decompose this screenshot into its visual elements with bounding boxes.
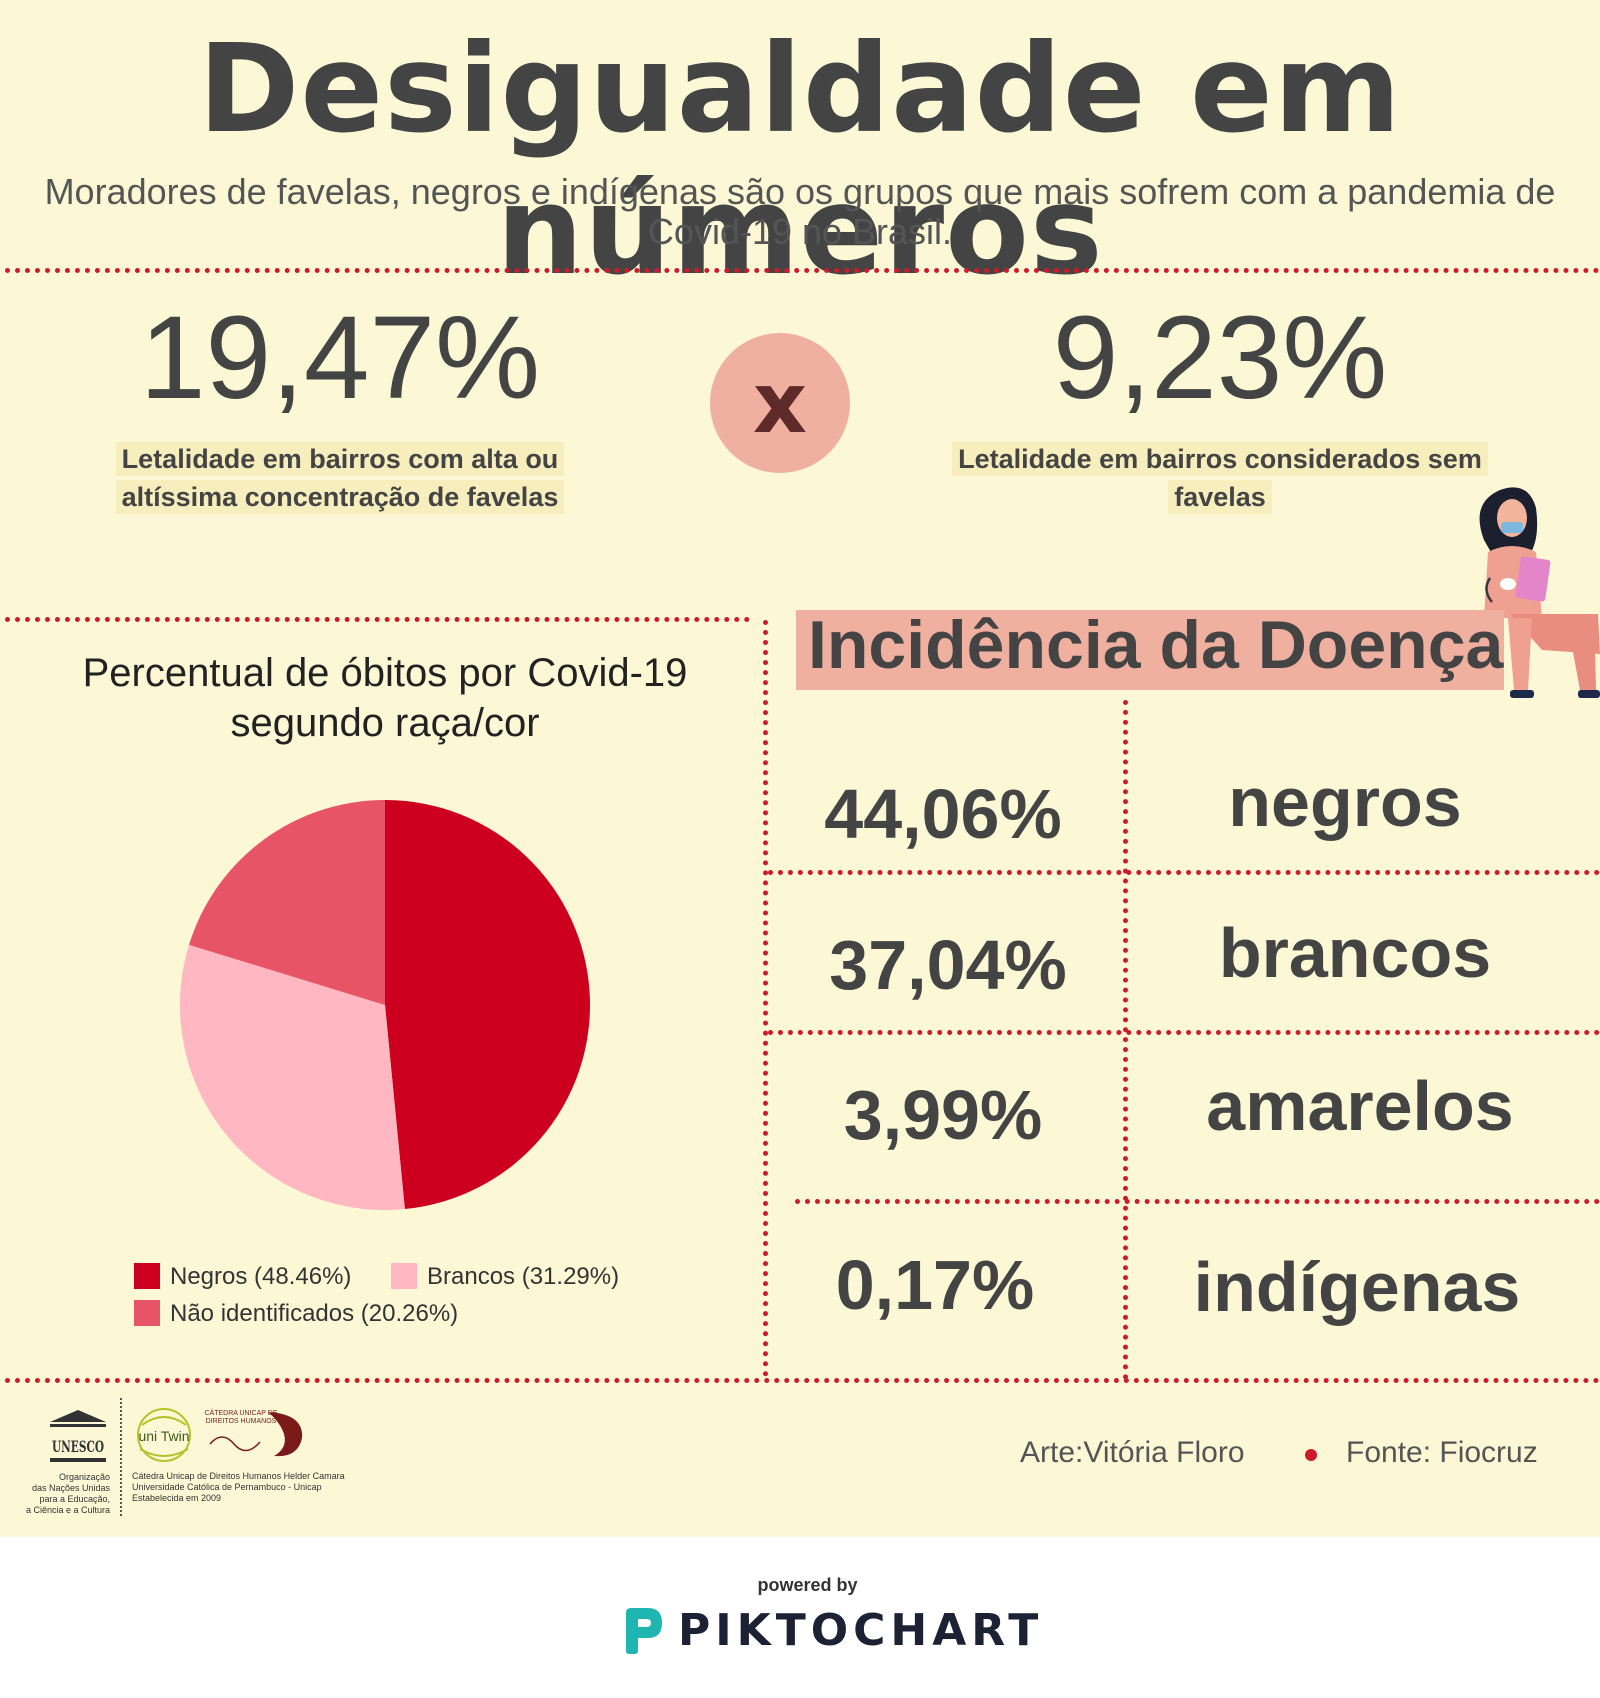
unesco-wordmark: UNESCO [52, 1437, 104, 1456]
infographic-canvas: Desigualdade em números Moradores de fav… [0, 0, 1600, 1537]
unitwin-text: Cátedra Unicap de Direitos Humanos Helde… [132, 1471, 362, 1504]
pie-slice-1 [180, 944, 405, 1210]
pie-chart-title: Percentual de óbitos por Covid-19 segund… [82, 651, 688, 745]
legend-item-brancos: Brancos (31.29%) [391, 1263, 619, 1291]
helder-camara-logo [209, 1412, 303, 1457]
unitwin-text-line2: Universidade Católica de Pernambuco - Un… [132, 1482, 322, 1492]
piktochart-logo-icon [626, 1608, 662, 1654]
catedra-small-line2: DIREITOS HUMANOS [205, 1418, 277, 1425]
divider-footer [5, 1378, 1600, 1383]
legend-swatch-negros [134, 1263, 160, 1289]
incidence-column-divider [1123, 700, 1128, 1380]
legend-label-nao-identificados: Não identificados (20.26%) [170, 1300, 459, 1327]
incidence-title: Incidência da Doença [808, 607, 1504, 683]
incidence-banner [796, 610, 1504, 690]
incidence-row-divider-1 [768, 870, 1600, 875]
legend-item-negros: Negros (48.46%) [134, 1263, 351, 1291]
art-credit: Arte:Vitória Floro [1020, 1436, 1245, 1469]
divider-chart-top [5, 617, 750, 622]
legend-swatch-nao-identificados [134, 1300, 160, 1326]
divider-chart-right [763, 620, 768, 1377]
right-label-line1: Letalidade em bairros considerados sem [952, 442, 1488, 476]
piktochart-wordmark[interactable]: PIKTOCHART [678, 1605, 1044, 1656]
unesco-text: Organização das Nações Unidas para a Edu… [20, 1472, 110, 1516]
legend-swatch-brancos [391, 1263, 417, 1289]
page-title: Desigualdade em números [198, 18, 1402, 302]
left-label-line1: Letalidade em bairros com alta ou [115, 442, 565, 476]
unesco-text-line4: a Ciência e a Cultura [25, 1505, 110, 1515]
legend-label-brancos: Brancos (31.29%) [427, 1263, 620, 1290]
unitwin-text-line1: Cátedra Unicap de Direitos Humanos Helde… [132, 1471, 345, 1481]
page-subtitle: Moradores de favelas, negros e indígenas… [44, 171, 1556, 252]
left-lethality-value: 19,47% [139, 292, 541, 424]
incidence-percent-negros: 44,06% [824, 775, 1062, 853]
versus-badge: x [710, 333, 850, 473]
legend-item-nao-identificados: Não identificados (20.26%) [134, 1300, 458, 1328]
pie-chart [180, 800, 591, 1210]
incidence-percent-amarelos: 3,99% [843, 1076, 1043, 1154]
incidence-group-negros: negros [1228, 763, 1462, 841]
credit-separator-dot [1305, 1449, 1317, 1461]
right-label-line2: favelas [1168, 480, 1272, 514]
unesco-text-line3: para a Educação, [39, 1494, 110, 1504]
incidence-percent-indigenas: 0,17% [835, 1246, 1035, 1324]
divider-top [5, 268, 1600, 273]
pie-slice-0 [385, 800, 591, 1210]
unitwin-text-line3: Estabelecida em 2009 [132, 1493, 222, 1503]
right-lethality-label: Letalidade em bairros considerados sem f… [920, 440, 1520, 516]
incidence-group-amarelos: amarelos [1206, 1067, 1514, 1145]
unesco-text-line1: Organização [58, 1472, 110, 1482]
nurse-illustration [1479, 487, 1600, 698]
incidence-group-brancos: brancos [1218, 914, 1492, 992]
catedra-small-line1: CÁTEDRA UNICAP DE [204, 1410, 278, 1417]
powered-by-label: powered by [757, 1575, 858, 1595]
incidence-row-divider-3 [795, 1199, 1600, 1204]
legend-label-negros: Negros (48.46%) [170, 1263, 352, 1290]
catedra-small-text: CÁTEDRA UNICAP DE DIREITOS HUMANOS [204, 1410, 278, 1426]
unesco-logo: UNESCO [50, 1410, 106, 1462]
incidence-percent-brancos: 37,04% [829, 926, 1067, 1004]
incidence-group-indigenas: indígenas [1193, 1248, 1521, 1326]
unesco-text-line2: das Nações Unidas [31, 1483, 110, 1493]
incidence-row-divider-2 [768, 1030, 1600, 1035]
source-credit: Fonte: Fiocruz [1346, 1436, 1538, 1469]
pie-slice-2 [189, 800, 385, 1005]
unitwin-logo: uni Twin [137, 1408, 191, 1462]
left-lethality-label: Letalidade em bairros com alta ou altíss… [100, 440, 580, 516]
right-lethality-value: 9,23% [1052, 292, 1388, 424]
footer-logo-separator [120, 1398, 122, 1516]
svg-text:uni Twin: uni Twin [138, 1428, 189, 1444]
left-label-line2: altíssima concentração de favelas [115, 480, 565, 514]
